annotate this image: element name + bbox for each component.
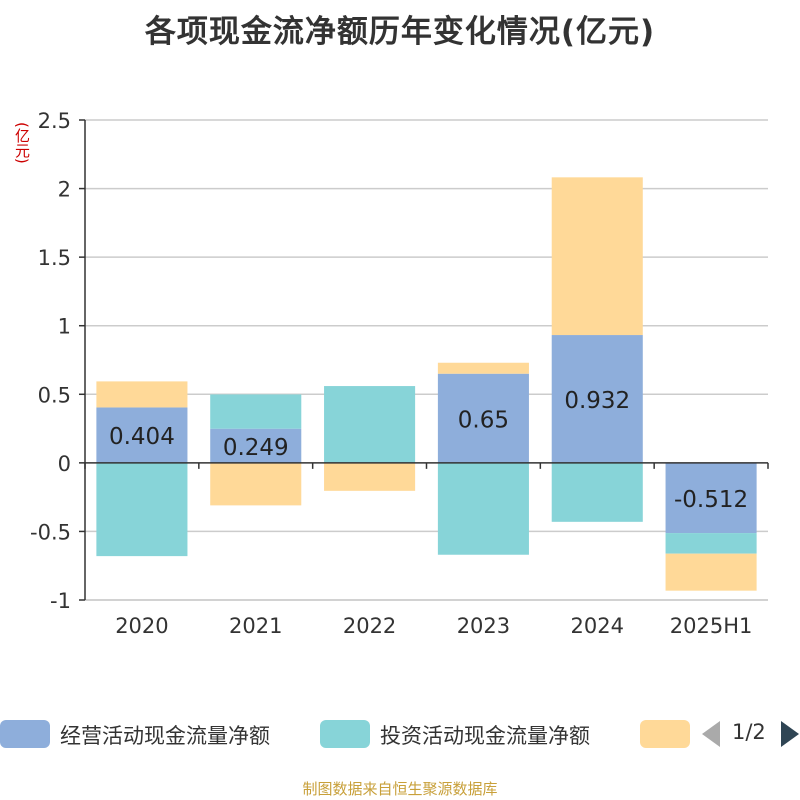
bar-segment bbox=[437, 462, 529, 555]
y-tick-label: 0.5 bbox=[38, 383, 71, 407]
legend-swatch bbox=[320, 720, 370, 748]
y-tick-label: 2.5 bbox=[38, 109, 71, 133]
x-tick-label: 2021 bbox=[229, 614, 282, 638]
data-label: 0.932 bbox=[564, 388, 630, 414]
y-tick-label: 2 bbox=[58, 178, 71, 202]
bar-segment bbox=[551, 462, 643, 522]
chart-title: 各项现金流净额历年变化情况(亿元) bbox=[144, 14, 656, 50]
bars bbox=[96, 177, 757, 591]
data-label: 0.404 bbox=[109, 424, 175, 450]
x-tick-label: 2025H1 bbox=[670, 614, 753, 638]
bar-segment bbox=[665, 462, 757, 534]
y-tick-label: 1 bbox=[58, 315, 71, 339]
bar-segment bbox=[551, 177, 643, 336]
bar-segment bbox=[96, 462, 188, 557]
x-tick-label: 2022 bbox=[343, 614, 396, 638]
y-tick-label: 0 bbox=[58, 452, 71, 476]
x-tick-label: 2024 bbox=[571, 614, 624, 638]
bar-segment bbox=[551, 335, 643, 463]
legend-label: 经营活动现金流量净额 bbox=[60, 724, 270, 748]
data-source-note: 制图数据来自恒生聚源数据库 bbox=[302, 780, 498, 798]
bar-segment bbox=[96, 381, 188, 408]
bar-segment bbox=[210, 428, 302, 463]
bar-segment bbox=[324, 463, 416, 491]
bar-segment bbox=[210, 462, 302, 506]
legend-pager: 1/2 bbox=[700, 716, 800, 752]
axes: 2.5 2 1.5 1 0.5 0 -0.5 -1 2020 2021 2022 2023 2024 20… bbox=[30, 109, 769, 638]
legend: 经营活动现金流量净额 投资活动现金流量净额 bbox=[0, 716, 800, 752]
bar-segment bbox=[437, 362, 529, 374]
y-axis-unit-label: (亿元) bbox=[13, 122, 31, 164]
bar-segment bbox=[437, 373, 529, 463]
data-label: -0.512 bbox=[674, 487, 748, 513]
x-tick-label: 2020 bbox=[115, 614, 168, 638]
legend-label: 投资活动现金流量净额 bbox=[380, 724, 590, 748]
bar-segment bbox=[324, 386, 416, 463]
data-label: 0.65 bbox=[458, 407, 509, 433]
legend-page-indicator: 1/2 bbox=[732, 720, 766, 744]
x-tick-label: 2023 bbox=[457, 614, 510, 638]
legend-next-icon[interactable] bbox=[781, 721, 799, 747]
legend-swatch bbox=[640, 720, 690, 748]
legend-prev-icon[interactable] bbox=[702, 721, 720, 747]
bar-segment bbox=[210, 394, 302, 429]
legend-swatch bbox=[0, 720, 50, 748]
gridlines bbox=[85, 119, 768, 601]
y-tick-label: -0.5 bbox=[30, 520, 71, 544]
bar-segment bbox=[665, 553, 757, 591]
data-label: 0.249 bbox=[223, 435, 289, 461]
data-labels: 0.404 0.249 0.65 0.932 -0.512 bbox=[109, 388, 748, 513]
bar-segment bbox=[96, 407, 188, 463]
bar-segment bbox=[665, 533, 757, 554]
y-tick-label: 1.5 bbox=[38, 246, 71, 270]
y-tick-label: -1 bbox=[50, 589, 71, 613]
